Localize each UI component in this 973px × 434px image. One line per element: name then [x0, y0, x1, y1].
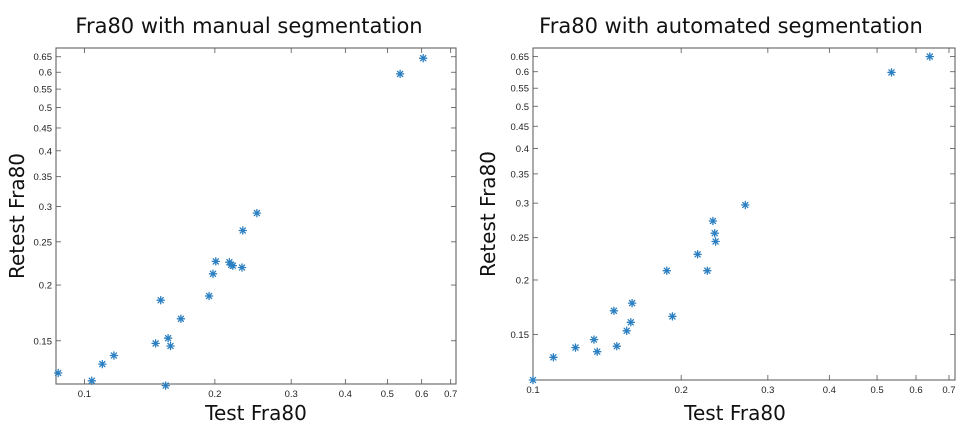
- y-tick-label: 0.15: [511, 330, 530, 341]
- data-point: [711, 237, 720, 246]
- y-tick-label: 0.45: [34, 123, 53, 134]
- data-point: [87, 376, 97, 386]
- x-tick-label: 0.2: [675, 385, 688, 396]
- data-point: [571, 343, 580, 352]
- x-tick-label: 0.1: [526, 385, 539, 396]
- y-tick-label: 0.35: [34, 172, 53, 183]
- data-point: [237, 263, 247, 272]
- data-point: [166, 341, 175, 351]
- y-tick-label: 0.3: [39, 202, 52, 213]
- data-point: [208, 269, 218, 279]
- data-point: [151, 339, 160, 348]
- data-point: [161, 381, 170, 390]
- data-point: [703, 266, 712, 275]
- x-tick-label: 0.6: [909, 385, 922, 396]
- data-point: [176, 314, 186, 324]
- data-point: [53, 368, 63, 378]
- y-tick-label: 0.55: [511, 84, 530, 95]
- data-point: [252, 208, 262, 218]
- x-tick-label: 0.7: [942, 385, 955, 396]
- plot-frame-automated: [532, 47, 956, 381]
- data-point: [693, 250, 702, 259]
- x-tick-label: 0.5: [870, 385, 883, 396]
- y-tick-label: 0.2: [516, 275, 529, 286]
- data-point: [549, 353, 558, 362]
- chart-title-automated: Fra80 with automated segmentation: [539, 14, 923, 38]
- data-point: [662, 266, 672, 275]
- data-point: [395, 69, 405, 79]
- y-tick-label: 0.35: [511, 169, 530, 180]
- x-tick-label: 0.4: [339, 389, 352, 400]
- data-point: [109, 351, 119, 360]
- data-point: [204, 291, 214, 301]
- x-axis-label-automated: Test Fra80: [683, 401, 786, 425]
- data-point: [589, 335, 599, 344]
- data-point: [211, 257, 221, 266]
- data-point: [238, 226, 248, 235]
- x-tick-label: 0.6: [415, 389, 428, 400]
- data-point: [156, 295, 165, 305]
- y-tick-label: 0.65: [511, 52, 530, 63]
- data-point: [710, 228, 719, 238]
- data-point: [163, 333, 173, 343]
- y-tick-label: 0.65: [34, 52, 53, 63]
- data-point: [887, 68, 896, 77]
- x-tick-label: 0.4: [823, 385, 836, 396]
- data-point: [228, 261, 238, 270]
- data-point: [622, 326, 631, 336]
- y-tick-label: 0.45: [511, 122, 530, 133]
- scatter-points-manual: [53, 53, 428, 390]
- y-tick-label: 0.5: [516, 102, 529, 113]
- data-point: [612, 341, 622, 351]
- x-tick-label: 0.1: [78, 389, 91, 400]
- data-point: [98, 359, 107, 369]
- y-tick-label: 0.25: [511, 233, 530, 244]
- data-point: [418, 53, 428, 63]
- y-tick-label: 0.6: [516, 67, 529, 78]
- y-axis-label-automated: Retest Fra80: [476, 151, 500, 277]
- y-tick-label: 0.2: [39, 281, 52, 292]
- x-ticks-manual: 0.1 0.2 0.3 0.4 0.5 0.6 0.7: [78, 48, 457, 400]
- data-point: [627, 298, 637, 308]
- y-tick-label: 0.6: [39, 68, 52, 79]
- y-tick-label: 0.5: [39, 103, 52, 114]
- x-axis-label-manual: Test Fra80: [204, 401, 307, 425]
- data-point: [925, 52, 935, 61]
- data-point: [609, 306, 619, 316]
- y-ticks-manual: 0.15 0.2 0.25 0.3 0.35 0.4 0.45 0.5 0.55 0.6 0.65: [34, 52, 456, 347]
- panel-manual: Fra80 with manual segmentation 0.1 0.2 0.3…: [5, 14, 457, 425]
- y-tick-label: 0.4: [39, 146, 52, 157]
- data-point: [592, 347, 602, 356]
- x-tick-label: 0.2: [208, 389, 221, 400]
- panel-automated: Fra80 with automated segmentation 0.1 0.2…: [476, 14, 956, 425]
- data-point: [708, 216, 718, 226]
- plot-frame-manual: [55, 47, 457, 385]
- y-tick-label: 0.25: [34, 237, 53, 248]
- chart-title-manual: Fra80 with manual segmentation: [75, 14, 422, 38]
- x-ticks-automated: 0.1 0.2 0.3 0.4 0.5 0.6 0.7: [526, 48, 956, 396]
- x-tick-label: 0.3: [285, 389, 298, 400]
- data-point: [741, 200, 750, 210]
- data-point: [626, 318, 636, 327]
- data-point: [668, 312, 677, 321]
- y-tick-label: 0.3: [516, 199, 529, 210]
- y-axis-label-manual: Retest Fra80: [5, 153, 29, 279]
- x-tick-label: 0.7: [444, 389, 457, 400]
- y-tick-label: 0.15: [34, 336, 53, 347]
- y-tick-label: 0.4: [516, 144, 529, 155]
- x-tick-label: 0.3: [761, 385, 774, 396]
- y-tick-label: 0.55: [34, 85, 53, 96]
- y-ticks-automated: 0.15 0.2 0.25 0.3 0.35 0.4 0.45 0.5 0.55 0.6 0.65: [511, 52, 955, 341]
- x-tick-label: 0.5: [381, 389, 394, 400]
- scatter-points-automated: [528, 52, 935, 385]
- data-point: [528, 375, 538, 385]
